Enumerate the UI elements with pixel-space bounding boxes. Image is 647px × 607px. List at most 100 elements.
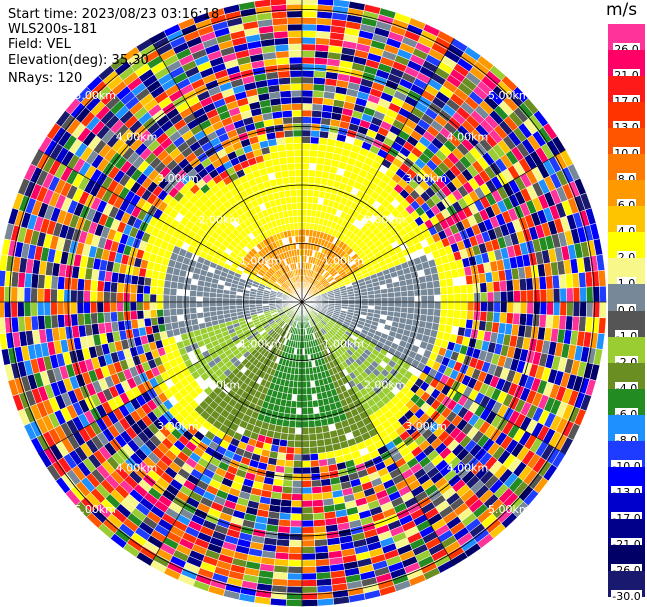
velocity-gate <box>301 374 307 382</box>
velocity-gate <box>150 277 159 288</box>
velocity-gate <box>301 387 308 395</box>
velocity-gate <box>313 76 326 86</box>
velocity-gate <box>255 301 263 305</box>
velocity-gate <box>304 360 310 369</box>
velocity-gate <box>317 597 335 607</box>
velocity-gate <box>301 169 310 177</box>
velocity-gate <box>301 566 317 574</box>
velocity-gate <box>142 293 151 303</box>
velocity-gate <box>301 453 311 462</box>
velocity-gate <box>313 412 321 421</box>
velocity-gate <box>460 293 468 303</box>
velocity-gate <box>222 289 231 295</box>
velocity-gate <box>307 189 315 197</box>
velocity-gate <box>296 347 300 356</box>
velocity-gate <box>446 309 455 319</box>
velocity-gate <box>519 301 528 315</box>
velocity-gate <box>440 301 448 310</box>
velocity-gate <box>301 533 315 541</box>
velocity-gate <box>195 301 204 308</box>
velocity-gate <box>447 301 455 311</box>
velocity-gate <box>0 317 7 334</box>
velocity-gate <box>426 308 435 317</box>
velocity-gate <box>283 466 294 475</box>
velocity-gate <box>0 301 5 319</box>
velocity-gate <box>407 307 415 315</box>
velocity-gate <box>301 361 306 369</box>
velocity-gate <box>305 374 311 382</box>
velocity-gate <box>310 136 320 145</box>
velocity-gate <box>525 313 534 327</box>
velocity-gate <box>505 279 514 292</box>
velocity-gate <box>304 347 308 356</box>
velocity-gate <box>228 301 237 307</box>
velocity-gate <box>306 387 312 395</box>
velocity-gate <box>162 287 171 296</box>
velocity-gate <box>533 301 541 315</box>
velocity-gate <box>599 285 607 303</box>
velocity-gate <box>116 301 124 312</box>
velocity-gate <box>453 309 461 319</box>
velocity-gate <box>196 312 205 319</box>
velocity-gate <box>486 301 495 313</box>
velocity-gate <box>301 414 309 422</box>
velocity-gate <box>156 301 164 310</box>
velocity-gate <box>296 400 303 409</box>
velocity-gate <box>278 512 292 521</box>
velocity-gate <box>493 291 501 303</box>
velocity-gate <box>519 289 528 303</box>
velocity-gate <box>460 301 468 311</box>
velocity-gate <box>311 116 322 125</box>
velocity-gate <box>445 316 454 327</box>
velocity-gate <box>143 285 151 295</box>
velocity-gate <box>76 313 86 326</box>
velocity-gate <box>566 301 574 317</box>
velocity-gate <box>305 367 310 375</box>
velocity-gate <box>314 425 323 434</box>
velocity-gate <box>70 313 79 327</box>
velocity-gate <box>301 486 313 495</box>
velocity-gate <box>301 209 308 217</box>
velocity-gate <box>301 202 308 210</box>
velocity-gate <box>169 294 177 303</box>
velocity-gate <box>301 341 305 349</box>
velocity-gate <box>289 413 297 422</box>
velocity-gate <box>169 308 178 317</box>
velocity-gate <box>309 446 319 455</box>
velocity-gate <box>43 301 52 316</box>
velocity-gate <box>306 195 314 204</box>
velocity-gate <box>291 493 303 501</box>
velocity-gate <box>420 295 429 303</box>
velocity-gate <box>453 301 462 311</box>
velocity-gate <box>0 270 7 287</box>
velocity-gate <box>202 311 211 318</box>
velocity-gate <box>83 278 92 292</box>
velocity-gate <box>136 310 145 320</box>
velocity-gate <box>103 280 112 293</box>
velocity-gate <box>103 311 112 324</box>
velocity-gate <box>280 499 292 508</box>
velocity-gate <box>316 156 326 165</box>
velocity-gate <box>183 313 192 321</box>
velocity-gate <box>229 305 237 310</box>
velocity-gate <box>367 301 376 307</box>
velocity-gate <box>286 579 303 587</box>
velocity-gate <box>284 459 294 468</box>
velocity-gate <box>425 314 434 323</box>
velocity-gate <box>149 293 157 303</box>
velocity-gate <box>182 301 190 309</box>
velocity-gate <box>301 400 308 409</box>
velocity-gate <box>427 301 435 310</box>
velocity-gate <box>281 486 293 494</box>
velocity-gate <box>301 195 308 204</box>
velocity-gate <box>280 492 293 501</box>
velocity-gate <box>301 156 310 164</box>
velocity-gate <box>525 277 534 291</box>
velocity-gate <box>110 311 118 323</box>
velocity-gate <box>293 453 303 462</box>
velocity-gate <box>63 313 72 328</box>
velocity-gate <box>301 142 311 151</box>
velocity-gate <box>83 301 91 314</box>
velocity-gate <box>136 284 145 294</box>
velocity-gate <box>288 552 303 561</box>
